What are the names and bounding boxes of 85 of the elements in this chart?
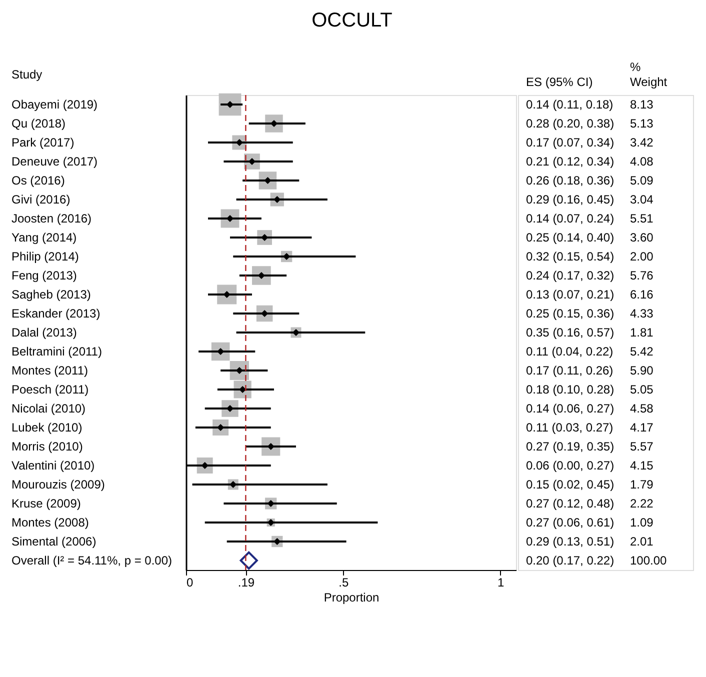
text: ES (95% CI) xyxy=(526,75,593,89)
y-tick-label: Park (2017) xyxy=(12,136,74,150)
text: 0.18 (0.10, 0.28) xyxy=(526,382,614,396)
y-tick-label: Overall (I² = 54.11%, p = 0.00) xyxy=(12,554,172,568)
y-tick-label: Deneuve (2017) xyxy=(12,154,98,168)
text: 2.00 xyxy=(630,250,654,264)
point xyxy=(240,551,258,570)
text: 0.11 (0.03, 0.27) xyxy=(526,420,614,434)
y-tick-label: Obayemi (2019) xyxy=(12,98,98,112)
text: 5.51 xyxy=(630,212,654,226)
text: 0.14 (0.06, 0.27) xyxy=(526,402,614,416)
text: 100.00 xyxy=(630,554,668,568)
chart-title: OCCULT xyxy=(312,10,392,32)
text: 0.06 (0.00, 0.27) xyxy=(526,458,614,472)
text: 0.17 (0.11, 0.26) xyxy=(526,364,614,378)
text: 0.29 (0.16, 0.45) xyxy=(526,192,614,206)
text: 0.25 (0.15, 0.36) xyxy=(526,306,614,320)
text: 3.42 xyxy=(630,136,654,150)
text: 0.26 (0.18, 0.36) xyxy=(526,174,614,188)
text: 0.35 (0.16, 0.57) xyxy=(526,326,614,340)
text: 0.27 (0.19, 0.35) xyxy=(526,440,614,454)
text: 0.29 (0.13, 0.51) xyxy=(526,534,614,548)
y-tick-label: Kruse (2009) xyxy=(12,496,81,510)
text: 0.25 (0.14, 0.40) xyxy=(526,230,614,244)
y-tick-label: Joosten (2016) xyxy=(12,212,92,226)
y-tick-label: Givi (2016) xyxy=(12,192,70,206)
text: 5.90 xyxy=(630,364,654,378)
y-tick-label: Mourouzis (2009) xyxy=(12,478,105,492)
text: 8.13 xyxy=(630,98,654,112)
y-tick-label: Feng (2013) xyxy=(12,268,77,282)
y-tick-label: Sagheb (2013) xyxy=(12,288,91,302)
text: 0.13 (0.07, 0.21) xyxy=(526,288,614,302)
text: 4.33 xyxy=(630,306,654,320)
y-tick-label: Yang (2014) xyxy=(12,230,77,244)
y-tick-label: Poesch (2011) xyxy=(12,382,89,396)
y-axis-title: Study xyxy=(12,68,42,82)
text: 1.79 xyxy=(630,478,654,492)
text: 0.14 (0.07, 0.24) xyxy=(526,212,614,226)
text: 0.21 (0.12, 0.34) xyxy=(526,154,614,168)
text: 5.42 xyxy=(630,344,654,358)
text: 0.17 (0.07, 0.34) xyxy=(526,136,614,150)
y-tick-label: Morris (2010) xyxy=(12,440,83,454)
text: 0.14 (0.11, 0.18) xyxy=(526,98,614,112)
y-tick-label: Montes (2008) xyxy=(12,516,89,530)
text: 2.22 xyxy=(630,496,654,510)
text: 4.08 xyxy=(630,154,654,168)
text: 4.15 xyxy=(630,458,654,472)
text: 6.16 xyxy=(630,288,654,302)
text: % Weight xyxy=(630,60,668,89)
text: 0.11 (0.04, 0.22) xyxy=(526,344,614,358)
y-tick-label: Simental (2006) xyxy=(12,534,96,548)
text: 3.60 xyxy=(630,230,654,244)
x-tick-label: .19 xyxy=(238,576,255,590)
text: 0.27 (0.12, 0.48) xyxy=(526,496,614,510)
text: 1.09 xyxy=(630,516,654,530)
text: 0.20 (0.17, 0.22) xyxy=(526,554,614,568)
text: 2.01 xyxy=(630,534,654,548)
x-tick-label: 0 xyxy=(186,576,194,590)
y-tick-label: Beltramini (2011) xyxy=(12,344,102,358)
x-tick-label: .5 xyxy=(338,576,349,590)
text: 0.24 (0.17, 0.32) xyxy=(526,268,614,282)
y-tick-label: Dalal (2013) xyxy=(12,326,77,340)
x-axis-title: Proportion xyxy=(324,590,380,604)
text: 5.13 xyxy=(630,116,654,130)
text: 5.05 xyxy=(630,382,654,396)
y-tick-label: Philip (2014) xyxy=(12,250,79,264)
text: 5.76 xyxy=(630,268,654,282)
text: 5.09 xyxy=(630,174,654,188)
y-tick-label: Nicolai (2010) xyxy=(12,402,86,416)
text: 0.15 (0.02, 0.45) xyxy=(526,478,614,492)
text: 5.57 xyxy=(630,440,654,454)
text: 4.17 xyxy=(630,420,654,434)
text: 0.28 (0.20, 0.38) xyxy=(526,116,614,130)
text: 0.27 (0.06, 0.61) xyxy=(526,516,614,530)
y-tick-label: Eskander (2013) xyxy=(12,306,100,320)
y-tick-label: Montes (2011) xyxy=(12,364,88,378)
text: 3.04 xyxy=(630,192,654,206)
text: 0.32 (0.15, 0.54) xyxy=(526,250,614,264)
y-tick-label: Valentini (2010) xyxy=(12,458,95,472)
y-tick-label: Os (2016) xyxy=(12,174,65,188)
text: 1.81 xyxy=(630,326,654,340)
x-tick-label: 1 xyxy=(497,576,504,590)
text: 4.58 xyxy=(630,402,654,416)
y-tick-label: Qu (2018) xyxy=(12,116,66,130)
y-tick-label: Lubek (2010) xyxy=(12,420,82,434)
